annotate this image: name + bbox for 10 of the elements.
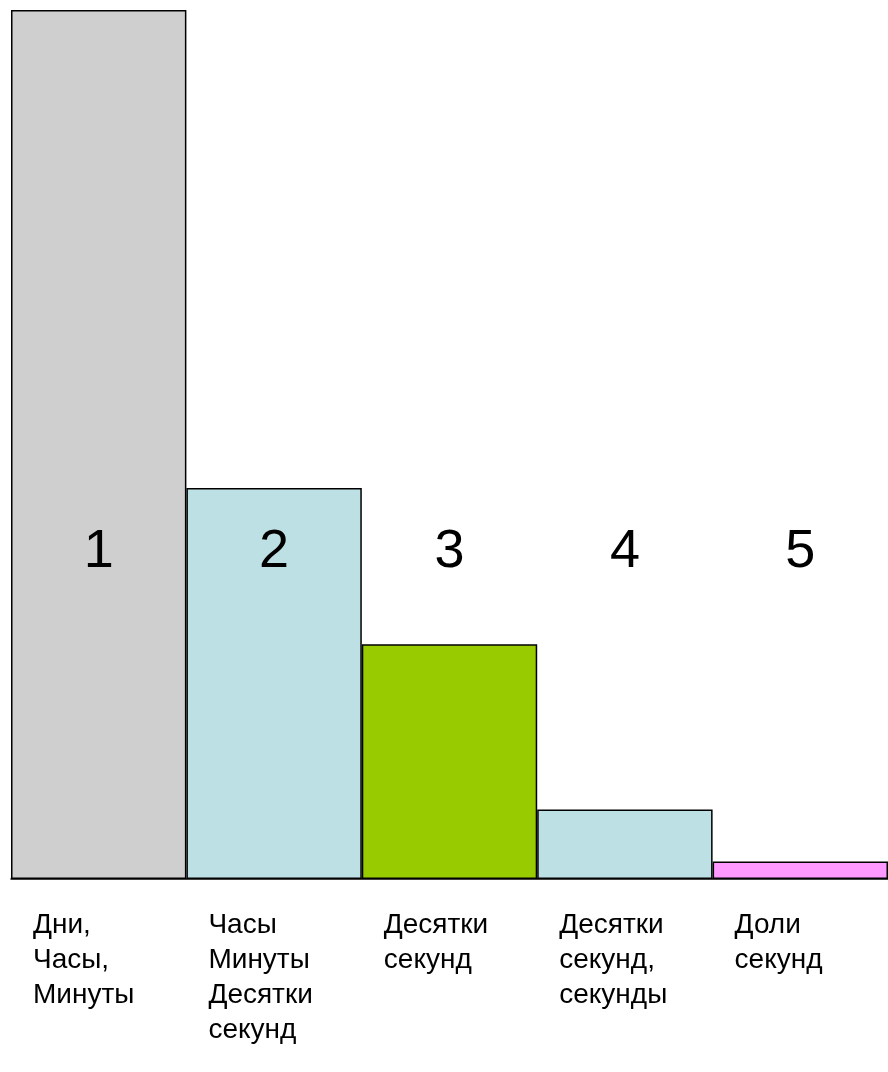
- annotation: 1: [83, 518, 114, 578]
- x-tick-label: Доли секунд: [734, 908, 823, 974]
- x-tick-label: Часы Минуты Десятки секунд: [208, 908, 313, 1044]
- x-tick-label: Десятки секунд, секунды: [559, 908, 668, 1009]
- x-tick-label: Дни, Часы, Минуты: [33, 908, 135, 1009]
- x-tick-label: Десятки секунд: [383, 908, 489, 974]
- annotation: 3: [434, 518, 465, 578]
- annotation: 4: [609, 518, 640, 578]
- annotation: 2: [259, 518, 290, 578]
- annotation: 5: [785, 518, 816, 578]
